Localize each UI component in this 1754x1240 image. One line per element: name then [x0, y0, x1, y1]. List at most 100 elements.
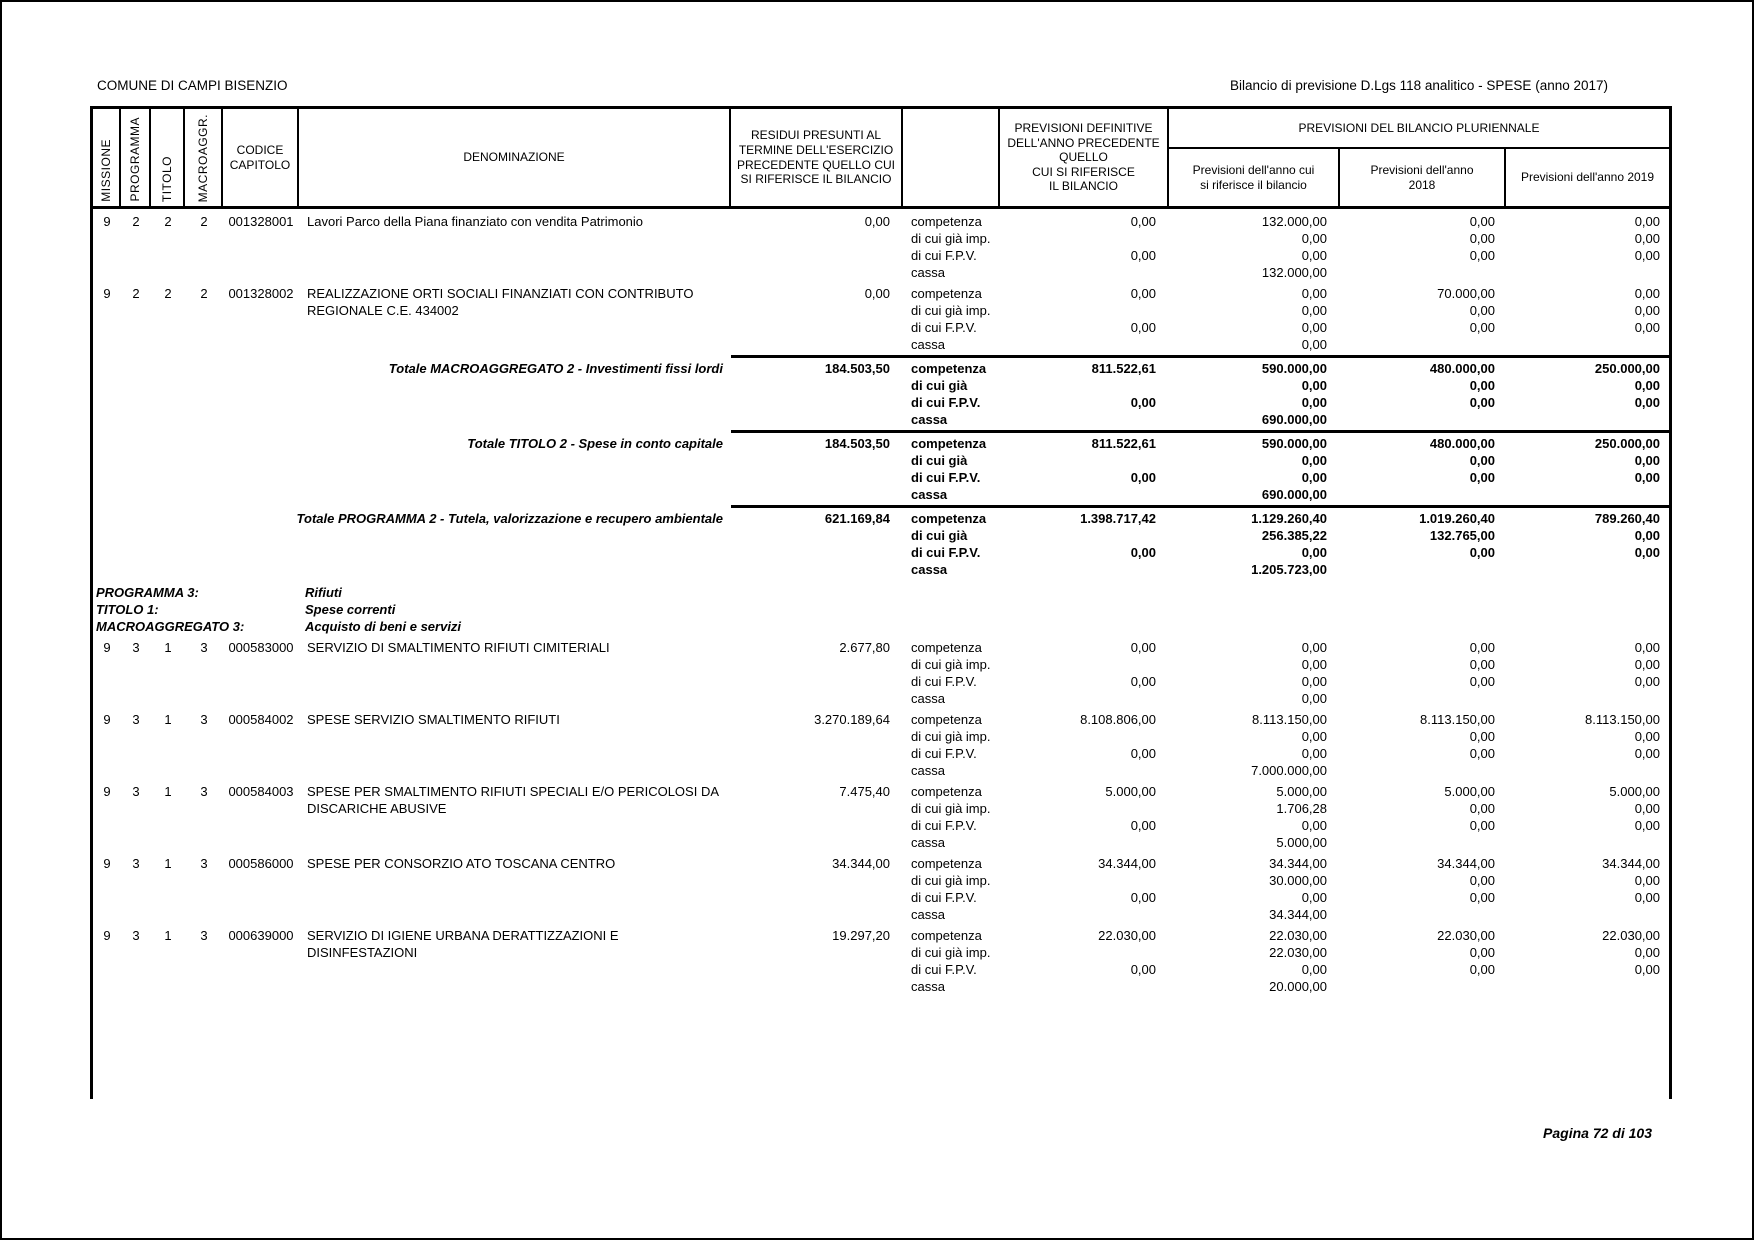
anno-2018-value: 70.000,00 [1437, 286, 1495, 301]
anno-bilancio-value: 0,00 [1301, 231, 1327, 246]
amount-line: 621.169,84 competenza 1.398.717,42 1.129.26… [731, 510, 1669, 527]
table-row: 9 3 1 3 000586000 SPESE PER CONSORZIO ATO TOS… [93, 855, 1669, 923]
anno-2018-value: 0,00 [1469, 674, 1495, 689]
previsioni-definitive-value: 0,00 [1130, 545, 1156, 560]
page-number: Pagina 72 di 103 [1543, 1125, 1652, 1141]
residui-value: 34.344,00 [832, 856, 890, 871]
line-label: competenza [911, 856, 982, 871]
missione-value: 9 [103, 214, 111, 229]
denominazione-value: Lavori Parco della Piana finanziato con … [307, 214, 644, 229]
residui-value [731, 690, 903, 707]
amount-line: 184.503,50 competenza 811.522,61 590.000,00… [731, 435, 1669, 452]
anno-2019-value: 0,00 [1634, 746, 1660, 761]
macroaggr-value: 3 [200, 640, 208, 655]
codice-capitolo-value: 000586000 [228, 856, 294, 871]
anno-2018-value: 0,00 [1469, 545, 1495, 560]
anno-2018-value: 0,00 [1469, 801, 1495, 816]
line-label: di cui F.P.V. [911, 674, 977, 689]
anno-2019-value: 0,00 [1634, 873, 1660, 888]
line-label: di cui F.P.V. [911, 470, 981, 485]
amount-line: 3.270.189,64 competenza 8.108.806,00 8.113.… [731, 711, 1669, 728]
amount-line: di cui già 0,00 0,00 0,00 [731, 452, 1669, 469]
anno-bilancio-value: 30.000,00 [1269, 873, 1327, 888]
previsioni-definitive-value [1000, 302, 1169, 319]
titolo-value: 1 [164, 856, 172, 871]
residui-value [731, 319, 903, 336]
line-label: competenza [911, 214, 982, 229]
amount-line: cassa 5.000,00 [731, 834, 1669, 851]
amount-line: 2.677,80 competenza 0,00 0,00 0,00 0,00 [731, 639, 1669, 656]
amount-line: di cui F.P.V. 0,00 0,00 0,00 0,00 [731, 394, 1669, 411]
previsioni-definitive-value: 34.344,00 [1098, 856, 1156, 871]
programma-value: 3 [132, 712, 140, 727]
anno-bilancio-value: 0,00 [1301, 320, 1327, 335]
line-label: competenza [911, 361, 987, 376]
residui-value [731, 673, 903, 690]
row-amounts: 7.475,40 competenza 5.000,00 5.000,00 5.000,… [731, 783, 1669, 851]
residui-value [731, 544, 903, 561]
line-label: competenza [911, 286, 982, 301]
previsioni-definitive-value [1000, 656, 1169, 673]
line-label: di cui F.P.V. [911, 818, 977, 833]
line-label: di cui F.P.V. [911, 890, 977, 905]
row-amounts: 34.344,00 competenza 34.344,00 34.344,00 34.… [731, 855, 1669, 923]
denominazione-value: SPESE PER CONSORZIO ATO TOSCANA CENTRO [307, 856, 616, 871]
line-label: competenza [911, 436, 987, 451]
table-header-row: MISSIONE PROGRAMMA TITOLO MACROAGGR. COD… [93, 109, 1669, 209]
anno-bilancio-value: 8.113.150,00 [1252, 712, 1327, 727]
anno-2018-value: 22.030,00 [1437, 928, 1495, 943]
anno-2019-value: 0,00 [1634, 470, 1660, 485]
page-header: COMUNE DI CAMPI BISENZIO Bilancio di pre… [90, 78, 1666, 93]
column-header-macroaggr-label: MACROAGGR. [195, 113, 210, 202]
total-row: Totale MACROAGGREGATO 2 - Investimenti f… [93, 360, 1669, 428]
previsioni-definitive-value: 0,00 [1130, 214, 1156, 229]
anno-bilancio-value: 0,00 [1301, 337, 1327, 352]
anno-2018-value: 0,00 [1469, 320, 1495, 335]
total-separator-line [731, 355, 1669, 358]
previsioni-definitive-value [1000, 561, 1169, 578]
residui-value [731, 872, 903, 889]
residui-value: 2.677,80 [839, 640, 890, 655]
previsioni-definitive-value [1000, 230, 1169, 247]
anno-bilancio-value: 256.385,22 [1261, 528, 1327, 543]
row-amounts: 3.270.189,64 competenza 8.108.806,00 8.113.… [731, 711, 1669, 779]
amount-line: di cui già imp. 0,00 0,00 0,00 [731, 302, 1669, 319]
anno-2018-value: 0,00 [1469, 640, 1495, 655]
line-label: di cui già imp. [911, 729, 991, 744]
residui-value [731, 906, 903, 923]
anno-2018-value: 0,00 [1469, 729, 1495, 744]
anno-2018-value: 0,00 [1469, 945, 1495, 960]
total-separator-line [731, 505, 1669, 508]
macroaggr-value: 3 [200, 712, 208, 727]
amount-line: di cui F.P.V. 0,00 0,00 0,00 0,00 [731, 745, 1669, 762]
anno-2019-value [1506, 834, 1669, 851]
previsioni-definitive-value [1000, 834, 1169, 851]
anno-2018-value: 0,00 [1469, 818, 1495, 833]
anno-bilancio-value: 0,00 [1301, 640, 1327, 655]
amount-line: 0,00 competenza 0,00 132.000,00 0,00 0,00 [731, 213, 1669, 230]
previsioni-definitive-value [1000, 336, 1169, 353]
titolo-value: 2 [164, 286, 172, 301]
previsioni-definitive-value: 0,00 [1130, 746, 1156, 761]
anno-bilancio-value: 132.000,00 [1261, 265, 1327, 280]
previsioni-definitive-value [1000, 872, 1169, 889]
line-label: di cui F.P.V. [911, 962, 977, 977]
amount-line: di cui già imp. 30.000,00 0,00 0,00 [731, 872, 1669, 889]
programma-value: 3 [132, 928, 140, 943]
column-header-missione: MISSIONE [93, 109, 121, 206]
column-header-titolo-label: TITOLO [159, 155, 174, 202]
anno-2018-value: 480.000,00 [1429, 436, 1495, 451]
residui-value: 0,00 [864, 214, 890, 229]
anno-bilancio-value: 34.344,00 [1269, 856, 1327, 871]
column-group-pluriennale: PREVISIONI DEL BILANCIO PLURIENNALE Prev… [1169, 109, 1669, 206]
anno-2019-value: 0,00 [1634, 640, 1660, 655]
anno-2018-value: 480.000,00 [1429, 361, 1495, 376]
programma-value: 3 [132, 856, 140, 871]
budget-table: MISSIONE PROGRAMMA TITOLO MACROAGGR. COD… [90, 106, 1672, 1099]
anno-bilancio-value: 590.000,00 [1261, 436, 1327, 451]
total-label: Totale TITOLO 2 - Spese in conto capital… [467, 436, 723, 451]
anno-2019-value: 0,00 [1634, 545, 1660, 560]
line-label: di cui F.P.V. [911, 746, 977, 761]
previsioni-definitive-value: 0,00 [1130, 320, 1156, 335]
anno-bilancio-value: 0,00 [1301, 453, 1327, 468]
